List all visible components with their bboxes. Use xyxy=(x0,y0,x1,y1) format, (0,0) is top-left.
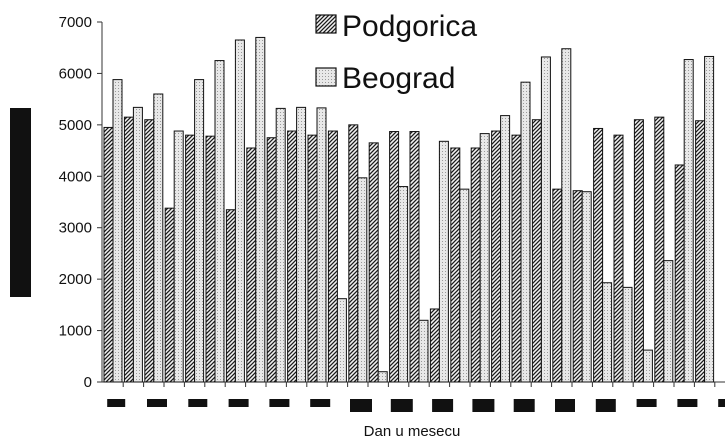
bar-podgorica xyxy=(307,134,318,383)
y-tick-label: 2000 xyxy=(59,271,92,288)
legend-swatch-podgorica xyxy=(315,14,337,34)
bar-podgorica xyxy=(348,124,359,383)
bar-beograd xyxy=(683,59,694,383)
y-tick-label: 4000 xyxy=(59,168,92,185)
bar-podgorica xyxy=(511,134,522,383)
bar-podgorica xyxy=(266,137,277,383)
bar-podgorica xyxy=(450,147,461,383)
legend-label-podgorica: Podgorica xyxy=(342,10,477,43)
bar-podgorica xyxy=(389,131,400,383)
x-axis-label: Dan u mesecu xyxy=(364,423,461,440)
x-category-label-block xyxy=(390,399,413,412)
bar-podgorica xyxy=(552,188,563,383)
bar-beograd xyxy=(438,140,449,383)
x-category-label-block xyxy=(350,399,372,412)
bar-beograd xyxy=(153,93,164,383)
y-tick-label: 7000 xyxy=(59,14,92,31)
bar-podgorica xyxy=(327,130,338,383)
bar-beograd xyxy=(398,186,409,383)
y-axis-ticks: 0 1000 2000 3000 4000 5000 6000 7000 xyxy=(59,14,102,391)
bar-podgorica xyxy=(593,127,604,383)
bar-beograd xyxy=(296,106,307,383)
bar-podgorica xyxy=(572,190,583,383)
bar-beograd xyxy=(479,133,490,383)
bar-podgorica xyxy=(470,147,481,383)
x-category-label-block xyxy=(107,399,126,407)
bar-podgorica xyxy=(409,131,420,383)
bar-beograd xyxy=(275,107,286,383)
bar-beograd xyxy=(112,79,123,383)
x-category-label-block xyxy=(677,399,698,407)
bar-podgorica xyxy=(205,135,216,383)
bar-podgorica xyxy=(613,134,624,383)
x-category-label-block xyxy=(147,399,167,407)
bar-beograd xyxy=(520,81,531,383)
bar-beograd xyxy=(132,106,143,383)
y-tick-label: 5000 xyxy=(59,117,92,134)
bar-beograd xyxy=(336,298,347,383)
x-category-label-block xyxy=(472,399,495,412)
x-category-label-block xyxy=(718,399,725,407)
bar-beograd xyxy=(602,282,613,383)
bar-podgorica xyxy=(368,142,379,383)
bar-beograd xyxy=(540,56,551,383)
x-category-label-block xyxy=(310,399,331,407)
bar-beograd xyxy=(459,188,470,383)
bar-beograd xyxy=(234,39,245,383)
x-category-label-block xyxy=(513,399,535,412)
bar-beograd xyxy=(704,55,715,383)
bar-beograd xyxy=(581,191,592,383)
legend-label-beograd: Beograd xyxy=(342,62,455,95)
y-tick-label: 0 xyxy=(84,374,92,391)
x-category-label-block xyxy=(228,399,249,407)
bar-podgorica xyxy=(654,116,665,383)
bar-podgorica xyxy=(164,207,175,383)
bar-podgorica xyxy=(633,119,644,383)
bar-beograd xyxy=(642,349,653,383)
legend-swatch-beograd xyxy=(315,67,337,87)
bar-podgorica xyxy=(695,120,706,383)
y-axis-title-block xyxy=(10,108,31,297)
bar-podgorica xyxy=(246,147,257,383)
bar-beograd xyxy=(316,107,327,383)
bar-beograd xyxy=(418,319,429,383)
x-category-label-blocks xyxy=(107,399,725,412)
bar-podgorica xyxy=(123,116,134,383)
x-category-label-block xyxy=(432,399,454,412)
bars xyxy=(103,36,715,383)
bar-podgorica xyxy=(103,126,114,383)
bar-podgorica xyxy=(144,119,155,383)
x-category-label-block xyxy=(269,399,290,407)
bar-beograd xyxy=(194,79,205,383)
x-category-label-block xyxy=(595,399,616,412)
x-axis-ticks xyxy=(122,382,716,387)
bar-beograd xyxy=(255,36,266,383)
bar-podgorica xyxy=(429,308,440,383)
bar-podgorica xyxy=(185,134,196,383)
bar-beograd xyxy=(377,371,388,383)
x-category-label-block xyxy=(555,399,575,412)
y-tick-label: 3000 xyxy=(59,220,92,237)
bar-podgorica xyxy=(287,130,298,383)
bar-beograd xyxy=(173,130,184,383)
legend: Podgorica Beograd xyxy=(315,10,477,95)
x-category-label-block xyxy=(188,399,208,407)
bar-beograd xyxy=(622,286,633,383)
x-category-label-block xyxy=(636,399,657,407)
bar-beograd xyxy=(500,115,511,383)
bar-beograd xyxy=(214,60,225,383)
bar-podgorica xyxy=(225,209,236,383)
y-tick-label: 1000 xyxy=(59,323,92,340)
bar-beograd xyxy=(663,260,674,383)
bar-podgorica xyxy=(491,130,502,383)
bar-beograd xyxy=(357,177,368,383)
bar-beograd xyxy=(561,48,572,383)
y-tick-label: 6000 xyxy=(59,65,92,82)
bar-podgorica xyxy=(531,119,542,383)
bar-podgorica xyxy=(674,164,685,383)
